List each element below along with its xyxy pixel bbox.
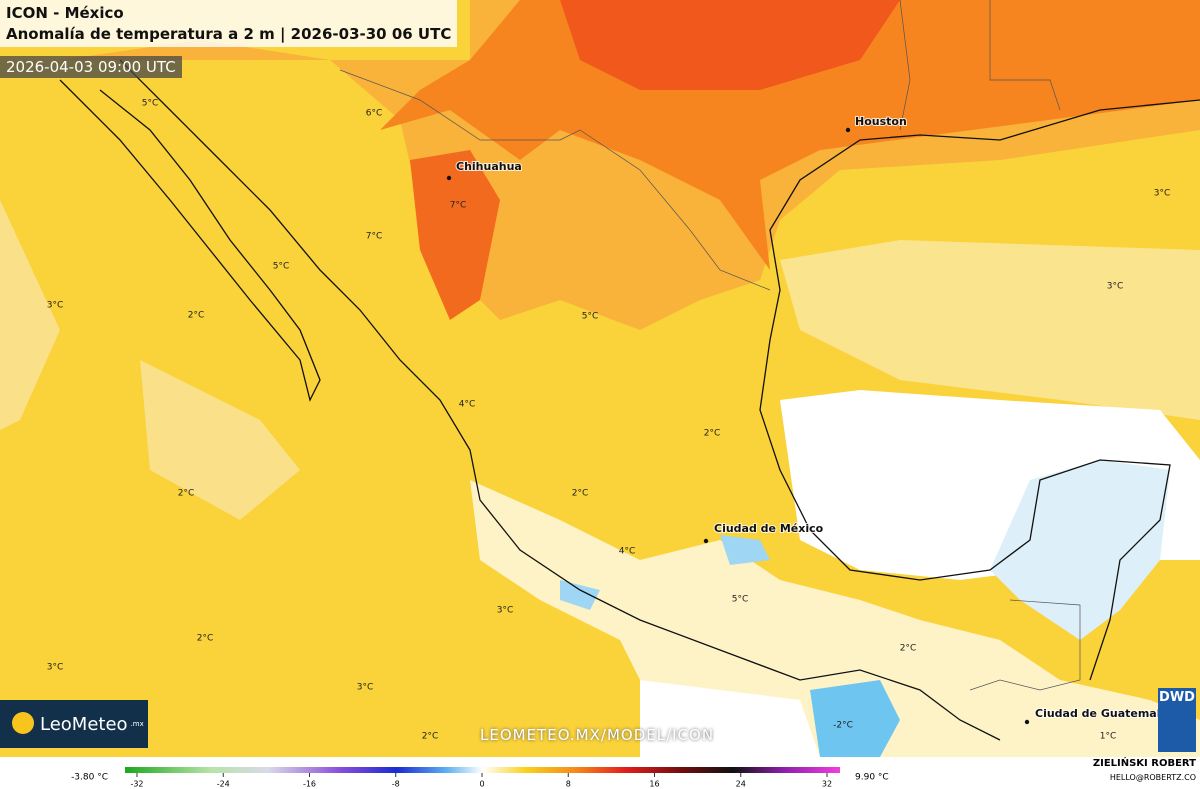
header: ICON - México Anomalía de temperatura a … [0, 0, 458, 47]
colorbar-tick-label: 16 [649, 780, 659, 789]
colorbar-tick-label: 24 [736, 780, 746, 789]
anomaly-label: 7°C [450, 201, 467, 211]
title: Anomalía de temperatura a 2 m | 2026-03-… [6, 25, 452, 43]
colorbar-max: 9.90 °C [855, 773, 889, 783]
anomaly-label: 5°C [732, 595, 749, 605]
anomaly-label: 1°C [1100, 732, 1117, 742]
city-label: Chihuahua [456, 160, 522, 173]
pale-area [0, 200, 300, 520]
cold-area [810, 680, 900, 757]
logo-text: LeoMeteo [40, 713, 128, 735]
city-dot [1024, 719, 1030, 725]
pale-area [780, 240, 1200, 420]
hottest-area [560, 0, 900, 90]
provider-logo: DWD [1158, 688, 1196, 752]
logo: LeoMeteo .mx [0, 700, 148, 748]
colorbar [125, 767, 840, 773]
city-dot [446, 175, 452, 181]
valid-time: 2026-04-03 09:00 UTC [0, 56, 182, 78]
city-label: Ciudad de México [714, 522, 824, 535]
anomaly-label: 3°C [497, 606, 514, 616]
logo-icon [12, 712, 34, 734]
colorbar-tick-label: -24 [217, 780, 230, 789]
anomaly-label: 2°C [704, 429, 721, 439]
border [339, 0, 1081, 691]
colorbar-tick-label: 0 [479, 780, 484, 789]
hot-area [410, 150, 500, 320]
author: ZIELIŃSKI ROBERT [1092, 758, 1196, 769]
cool-area [640, 680, 820, 757]
city-dot [845, 127, 851, 133]
anomaly-label: 2°C [178, 489, 195, 499]
anomaly-label: 3°C [1154, 189, 1171, 199]
coastline [59, 59, 1200, 741]
cool-area [990, 460, 1170, 640]
anomaly-label: 2°C [188, 311, 205, 321]
anomaly-label: -2°C [833, 721, 853, 731]
anomaly-label: 2°C [422, 732, 439, 742]
anomaly-label: 2°C [572, 489, 589, 499]
anomaly-label: 2°C [900, 644, 917, 654]
anomaly-label: 3°C [47, 663, 64, 673]
city-label: Ciudad de Guatemala [1035, 707, 1168, 720]
colorbar-min: -3.80 °C [71, 773, 108, 783]
city-label: Houston [855, 115, 907, 128]
anomaly-label: 3°C [357, 683, 374, 693]
anomaly-label: 5°C [273, 262, 290, 272]
anomaly-label: 3°C [47, 301, 64, 311]
city-dot [703, 538, 709, 544]
cold-area [560, 535, 770, 610]
hot-area [380, 0, 1200, 270]
model-name: ICON - México [6, 4, 124, 22]
colorbar-tick-label: 8 [566, 780, 571, 789]
logo-suffix: .mx [130, 720, 144, 728]
colorbar-tick-label: -32 [130, 780, 143, 789]
anomaly-label: 2°C [197, 634, 214, 644]
anomaly-label: 7°C [366, 232, 383, 242]
anomaly-label: 5°C [582, 312, 599, 322]
anomaly-label: 5°C [142, 99, 159, 109]
email: HELLO@ROBERTZ.CO [1109, 773, 1196, 782]
anomaly-label: 6°C [366, 109, 383, 119]
url: LEOMETEO.MX/MODEL/ICON [480, 726, 715, 744]
colorbar-tick-label: -8 [392, 780, 400, 789]
anomaly-label: 3°C [1107, 282, 1124, 292]
colorbar-tick-label: 32 [822, 780, 832, 789]
colorbar-tick-label: -16 [303, 780, 316, 789]
anomaly-label: 4°C [459, 400, 476, 410]
anomaly-label: 4°C [619, 547, 636, 557]
